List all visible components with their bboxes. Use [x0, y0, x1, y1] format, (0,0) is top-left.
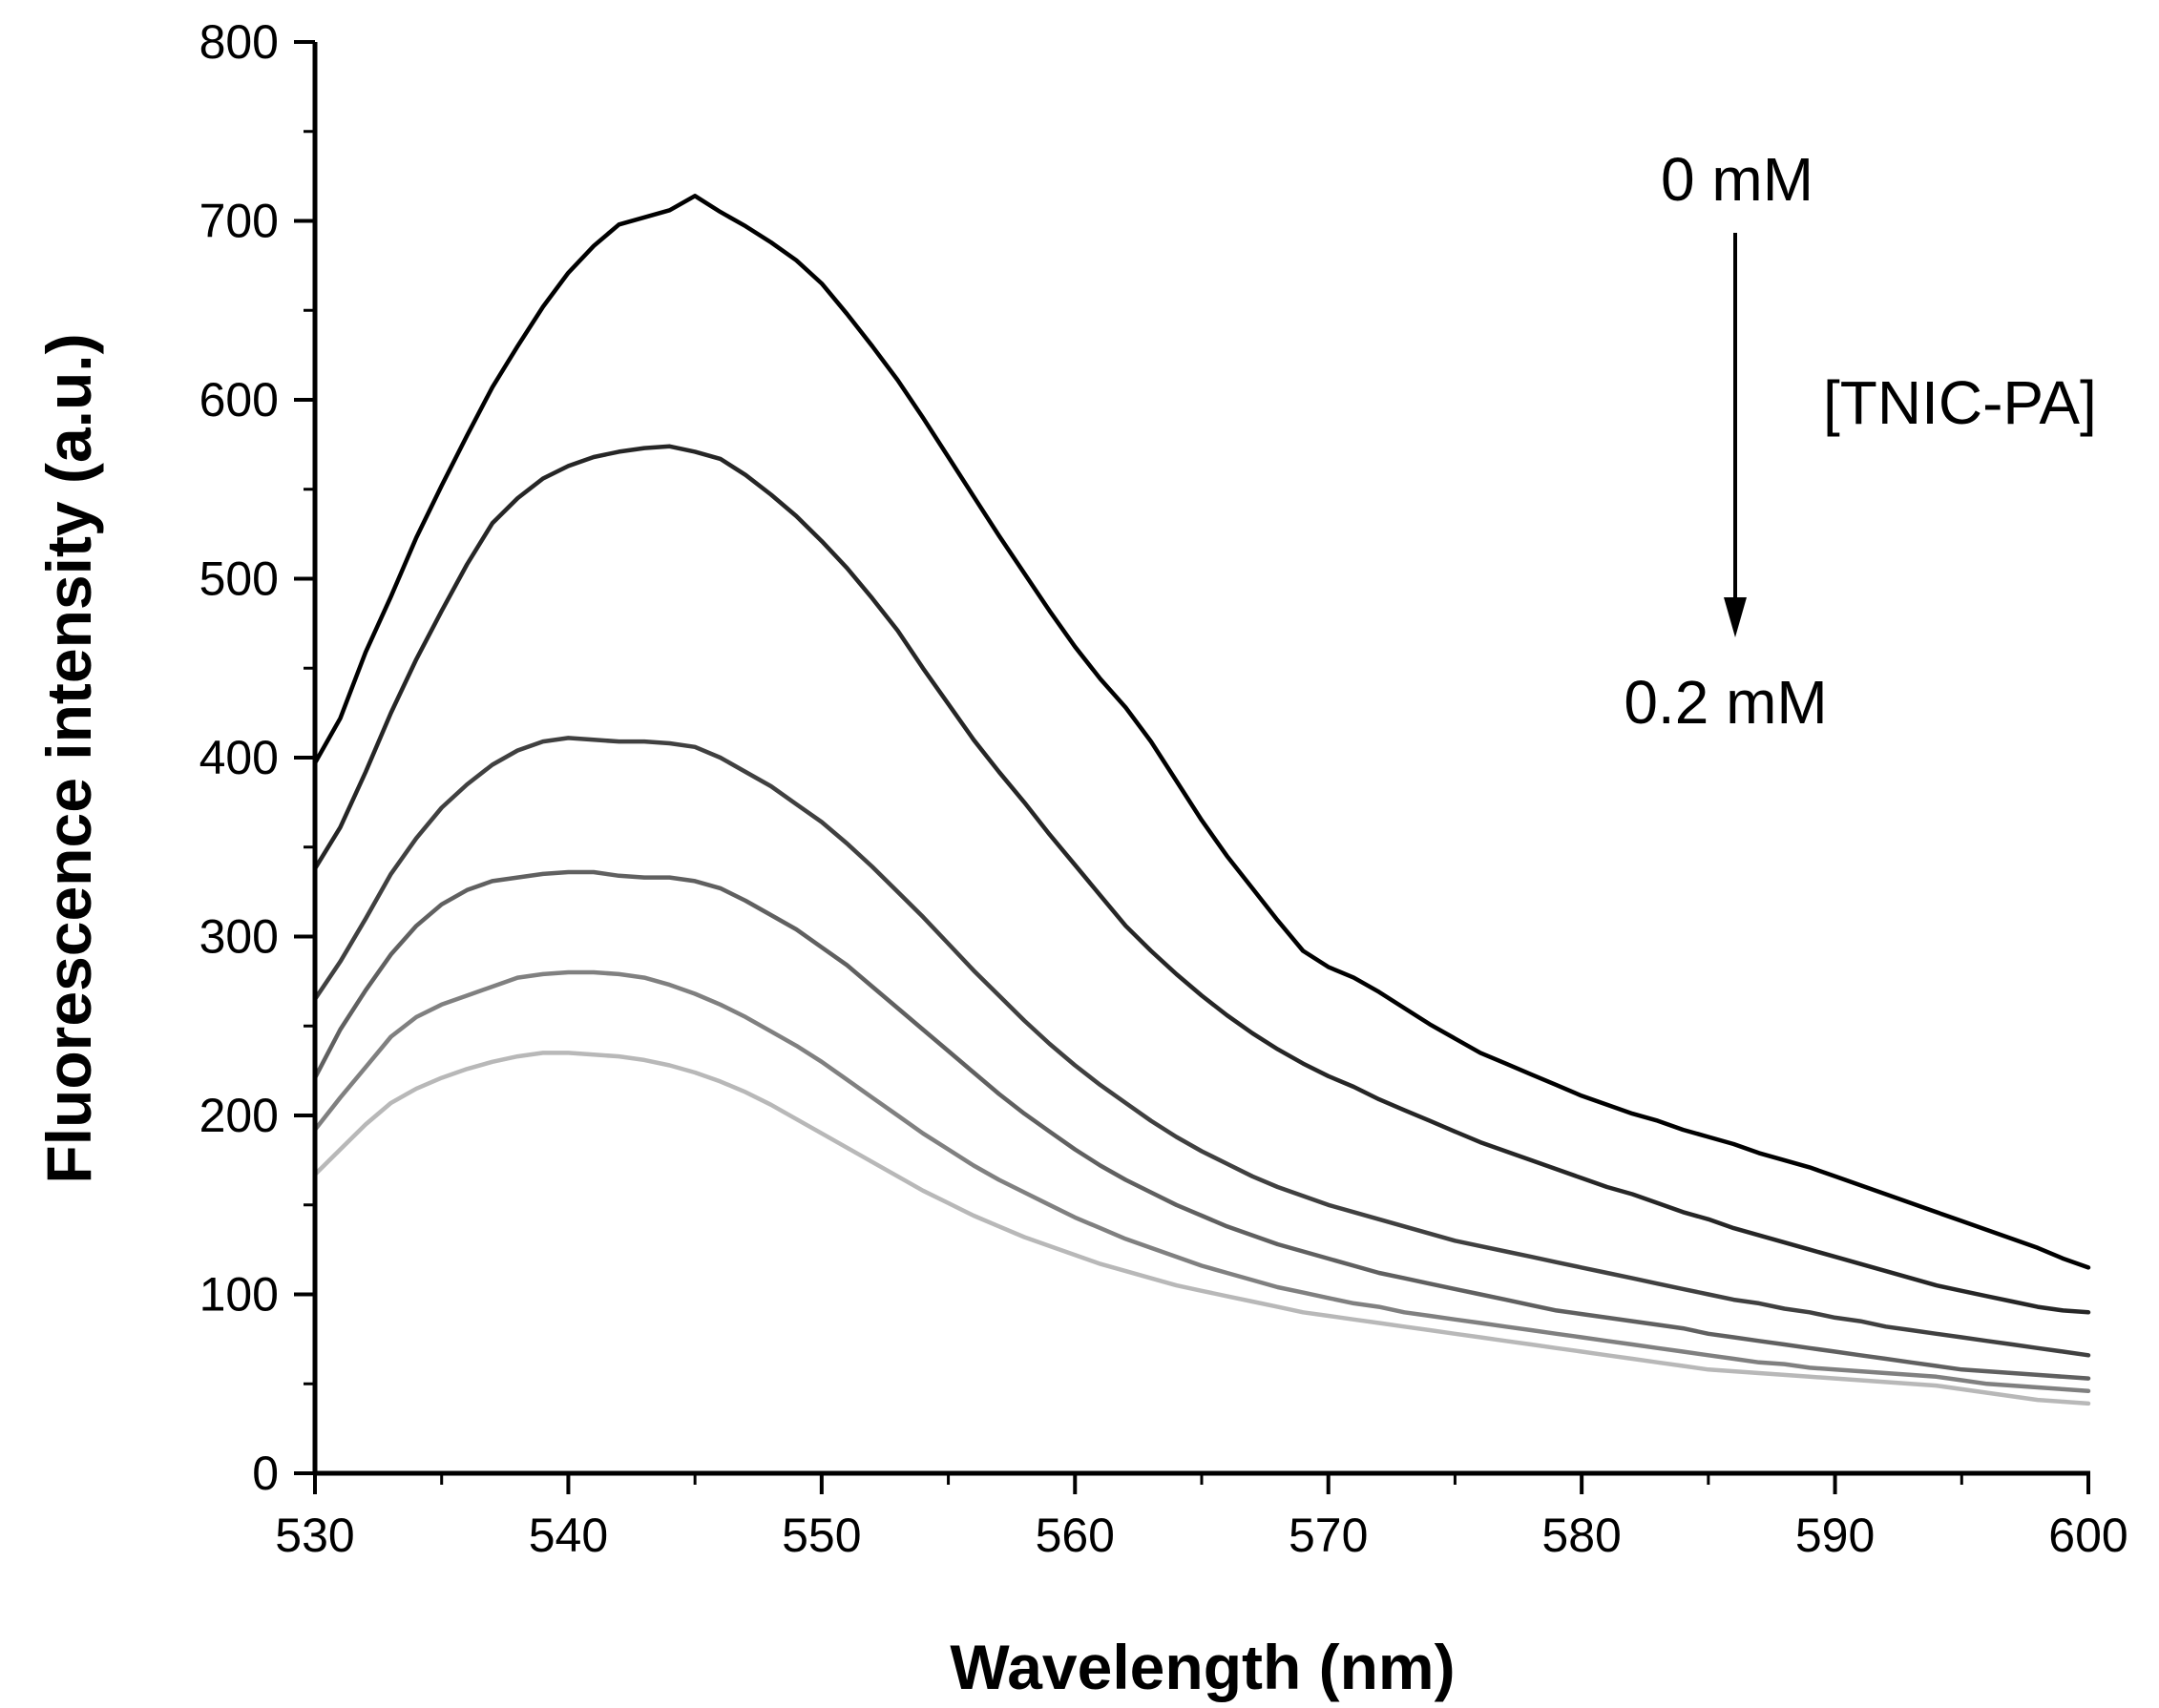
x-tick-label-560: 560	[1036, 1509, 1115, 1562]
series-line-1	[312, 194, 2091, 1270]
y-tick-label-300: 300	[199, 910, 279, 964]
series-line-3	[312, 736, 2091, 1358]
y-tick-label-600: 600	[199, 373, 279, 427]
y-tick-label-200: 200	[199, 1089, 279, 1142]
y-axis-title: Fluorescence intensity (a.u.)	[33, 333, 104, 1183]
x-axis-title: Wavelength (nm)	[950, 1632, 1455, 1702]
x-tick-label-540: 540	[529, 1509, 608, 1562]
y-tick-label-800: 800	[199, 15, 279, 69]
axes-layer	[312, 42, 2090, 1476]
concentration-annotation: 0 mM [TNIC-PA] 0.2 mM	[1624, 145, 2097, 737]
y-tick-label-0: 0	[252, 1447, 279, 1500]
x-tick-label-580: 580	[1541, 1509, 1621, 1562]
y-tick-label-700: 700	[199, 195, 279, 248]
y-tick-label-500: 500	[199, 552, 279, 606]
series-line-4	[312, 869, 2091, 1381]
series-line-5	[312, 969, 2091, 1394]
y-tick-label-400: 400	[199, 731, 279, 784]
x-tick-label-600: 600	[2048, 1509, 2128, 1562]
x-tick-label-530: 530	[275, 1509, 354, 1562]
x-tick-label-570: 570	[1289, 1509, 1368, 1562]
series-line-6	[312, 1051, 2091, 1406]
series-layer	[312, 194, 2091, 1406]
x-tick-label-590: 590	[1795, 1509, 1875, 1562]
annotation-arrow-label: [TNIC-PA]	[1823, 368, 2097, 437]
x-tick-label-550: 550	[782, 1509, 861, 1562]
y-tick-label-100: 100	[199, 1268, 279, 1322]
annotation-top-label: 0 mM	[1661, 145, 1813, 214]
annotation-bottom-label: 0.2 mM	[1624, 668, 1827, 737]
ticks-layer: 530 540 550 560 570 580 590 600 0 100 200 300 400 500…	[199, 15, 2128, 1562]
series-line-2	[312, 444, 2091, 1315]
annotation-arrow-head-icon	[1724, 597, 1747, 637]
